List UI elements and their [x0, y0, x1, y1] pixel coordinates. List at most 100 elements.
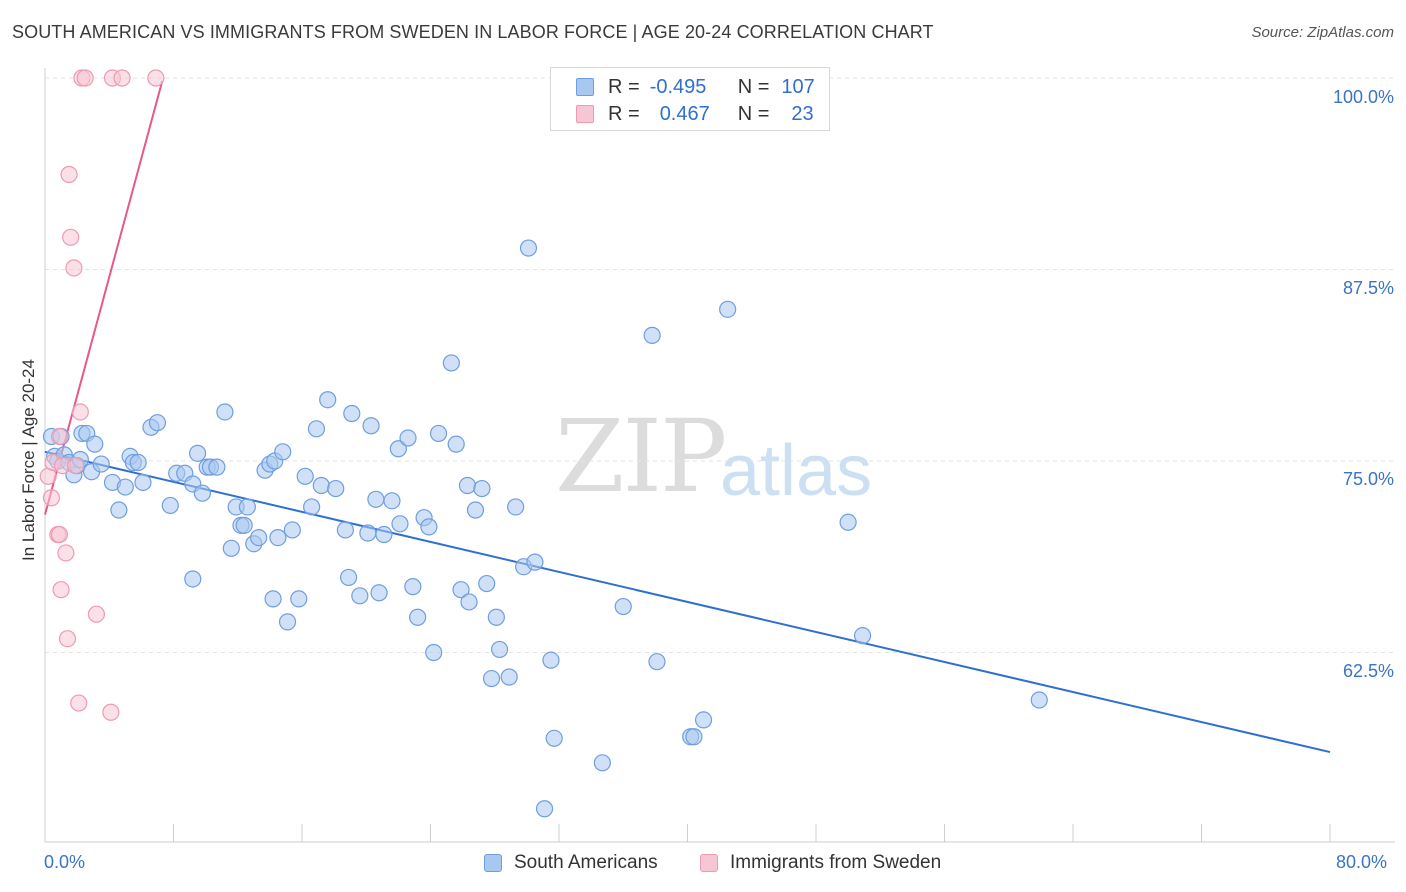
- data-point-sweden: [102, 703, 120, 721]
- correlation-legend: R = -0.495 N = 107 R = 0.467 N = 23: [550, 67, 830, 131]
- y-axis-label: In Labor Force | Age 20-24: [19, 359, 38, 561]
- legend-row-sweden: R = 0.467 N = 23: [576, 101, 814, 127]
- data-point-south-americans: [383, 492, 401, 510]
- data-point-south-americans: [116, 478, 134, 496]
- data-point-south-americans: [312, 476, 330, 495]
- data-point-south-americans: [839, 513, 857, 531]
- legend-item-sweden[interactable]: Immigrants from Sweden: [700, 852, 941, 874]
- data-point-south-americans: [389, 440, 407, 458]
- data-point-south-americans: [482, 669, 501, 688]
- data-point-south-americans: [375, 525, 393, 544]
- data-point-south-americans: [264, 590, 282, 608]
- y-tick-label: 87.5%: [1342, 278, 1394, 298]
- data-point-south-americans: [129, 453, 147, 472]
- data-point-south-americans: [274, 443, 292, 461]
- n-value: 107: [781, 75, 815, 98]
- south-americans-points: [42, 239, 1048, 818]
- data-point-south-americans: [542, 651, 560, 669]
- r-value: 0.467: [659, 102, 710, 125]
- data-point-sweden: [60, 165, 78, 184]
- data-point-sweden: [76, 69, 94, 87]
- data-point-sweden: [50, 427, 69, 446]
- data-point-sweden: [52, 581, 70, 599]
- data-point-south-americans: [425, 643, 443, 662]
- watermark-atlas: atlas: [720, 431, 873, 511]
- data-point-south-americans: [327, 479, 345, 498]
- gridlines: [45, 77, 1395, 653]
- y-tick-label: 62.5%: [1342, 661, 1394, 681]
- data-point-south-americans: [235, 516, 253, 534]
- data-point-south-americans: [404, 578, 422, 596]
- data-point-south-americans: [478, 574, 496, 593]
- data-point-sweden: [57, 544, 75, 562]
- y-tick-label: 100.0%: [1332, 87, 1394, 107]
- data-point-south-americans: [188, 444, 207, 462]
- data-point-south-americans: [466, 501, 485, 519]
- axes: [44, 68, 1395, 843]
- data-point-south-americans: [442, 354, 460, 372]
- data-point-south-americans: [420, 518, 438, 536]
- data-point-south-americans: [110, 501, 128, 519]
- data-point-sweden: [42, 489, 61, 507]
- x-tick-label: 80.0%: [1336, 852, 1388, 872]
- data-point-south-americans: [409, 608, 427, 626]
- legend-item-south-americans[interactable]: South Americans: [484, 852, 658, 874]
- data-point-south-americans: [526, 553, 544, 571]
- data-point-south-americans: [500, 668, 518, 686]
- watermark-zip: ZIP: [555, 398, 727, 515]
- data-point-south-americans: [643, 326, 661, 344]
- data-point-south-americans: [473, 479, 491, 498]
- data-point-south-americans: [303, 498, 321, 516]
- data-point-south-americans: [343, 404, 361, 423]
- data-point-sweden: [113, 69, 131, 87]
- data-point-south-americans: [458, 476, 477, 495]
- data-point-south-americans: [208, 458, 226, 476]
- n-label: N =: [737, 102, 770, 125]
- n-value: 23: [791, 102, 814, 125]
- legend-label: South Americans: [514, 852, 658, 873]
- data-point-south-americans: [250, 528, 268, 547]
- data-point-south-americans: [238, 498, 256, 516]
- data-point-sweden: [66, 456, 85, 475]
- data-point-south-americans: [614, 597, 632, 616]
- data-point-south-americans: [685, 728, 703, 746]
- data-point-sweden: [147, 69, 165, 87]
- data-point-south-americans: [86, 435, 104, 453]
- data-point-south-americans: [648, 653, 666, 671]
- data-point-sweden: [62, 228, 80, 246]
- data-point-south-americans: [719, 300, 737, 318]
- trend-lines: [44, 80, 1331, 754]
- data-point-south-americans: [216, 403, 234, 421]
- data-point-south-americans: [694, 711, 713, 729]
- data-point-sweden: [70, 694, 88, 712]
- data-point-south-americans: [367, 490, 385, 508]
- data-point-south-americans: [339, 568, 358, 587]
- data-point-south-americans: [359, 524, 377, 542]
- data-point-south-americans: [148, 414, 167, 432]
- chart-title: SOUTH AMERICAN VS IMMIGRANTS FROM SWEDEN…: [12, 22, 934, 42]
- legend-row-south-americans: R = -0.495 N = 107: [576, 74, 815, 100]
- data-point-sweden: [58, 630, 77, 648]
- data-point-south-americans: [161, 496, 179, 515]
- data-point-south-americans: [134, 473, 152, 492]
- data-point-south-americans: [370, 584, 388, 602]
- data-point-south-americans: [391, 515, 409, 533]
- data-point-south-americans: [399, 429, 417, 447]
- data-point-south-americans: [283, 521, 301, 539]
- data-point-south-americans: [92, 455, 110, 473]
- data-point-south-americans: [460, 593, 478, 611]
- data-point-south-americans: [1030, 691, 1048, 709]
- r-value: -0.495: [649, 75, 707, 98]
- data-point-sweden: [65, 259, 83, 277]
- blue-swatch-icon: [484, 854, 502, 872]
- data-point-south-americans: [269, 528, 287, 547]
- data-point-south-americans: [487, 608, 505, 626]
- data-point-south-americans: [545, 729, 563, 747]
- data-point-south-americans: [336, 521, 354, 539]
- data-point-south-americans: [296, 467, 314, 485]
- data-point-south-americans: [535, 800, 554, 818]
- data-point-sweden: [50, 525, 69, 544]
- data-point-south-americans: [184, 570, 202, 588]
- legend-label: Immigrants from Sweden: [730, 852, 942, 873]
